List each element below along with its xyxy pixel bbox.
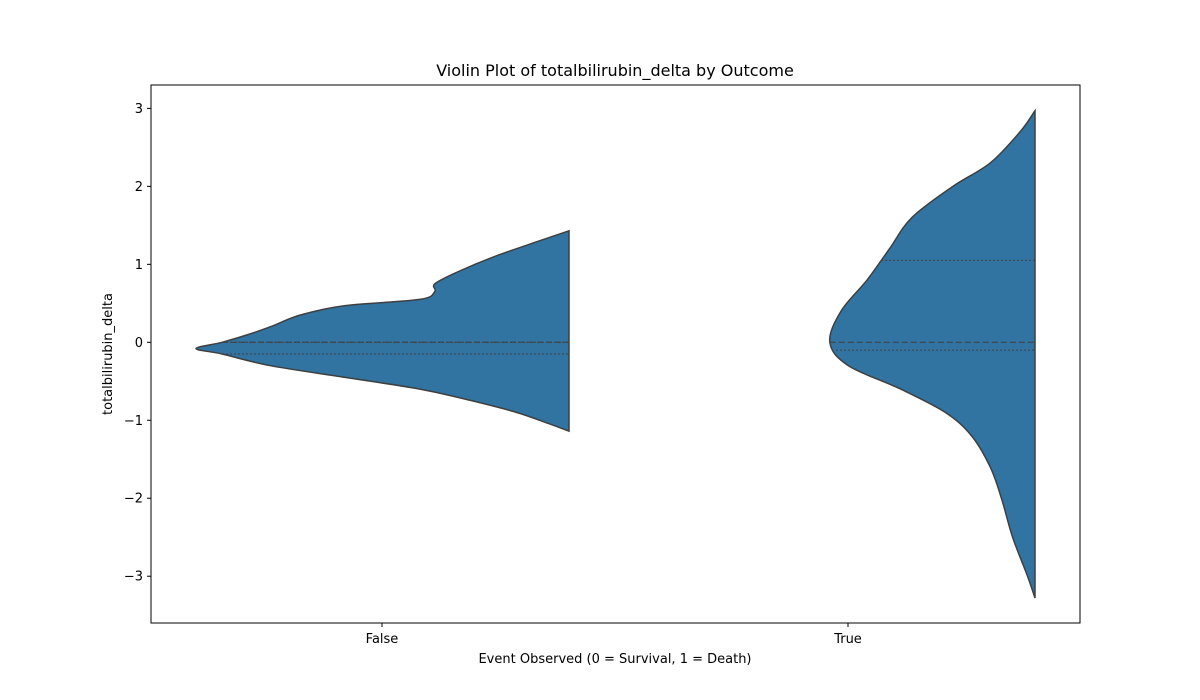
violin-false: [195, 229, 570, 433]
plot-area-frame: [150, 84, 1081, 624]
x-axis-label: Event Observed (0 = Survival, 1 = Death): [478, 652, 751, 667]
violin-true: [828, 108, 1036, 599]
x-tick-label: False: [366, 632, 399, 647]
violin-body-false: [195, 229, 570, 433]
y-tick-label: 2: [135, 180, 143, 195]
violin-body-true: [828, 108, 1036, 599]
axes-layer: −3 −2 −1 0 1 2 3 False True: [124, 102, 862, 647]
y-tick-label: 0: [135, 336, 143, 351]
y-tick-label: −2: [124, 492, 143, 507]
y-tick-label: 1: [135, 258, 143, 273]
chart-title: Violin Plot of totalbilirubin_delta by O…: [436, 61, 794, 81]
y-axis-label: totalbilirubin_delta: [101, 293, 116, 415]
y-tick-label: 3: [135, 102, 143, 117]
y-tick-label: −1: [124, 414, 143, 429]
y-tick-label: −3: [124, 570, 143, 585]
violins-layer: [195, 108, 1036, 599]
x-tick-label: True: [833, 632, 862, 647]
